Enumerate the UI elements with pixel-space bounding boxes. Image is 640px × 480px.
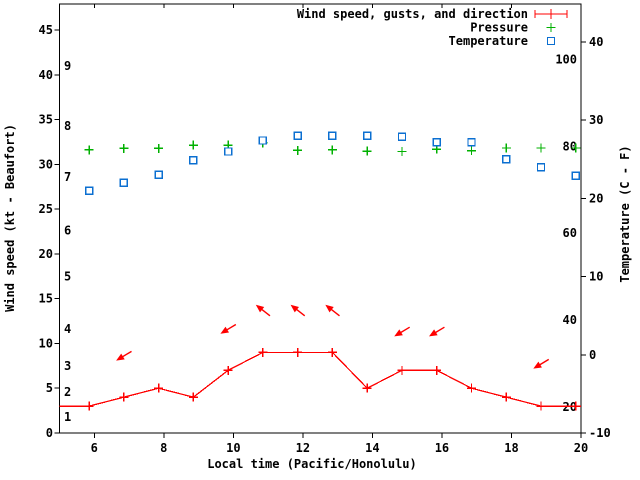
temperature-point: [223, 147, 233, 156]
temperature-point: [502, 155, 511, 164]
y-left-tick-label: 30: [39, 157, 53, 171]
wind-direction-arrow: [116, 350, 132, 361]
temperature-point: [362, 131, 372, 141]
fahrenheit-scale-label: 100: [555, 52, 577, 66]
axis-tick-labels: 6 8 10 12 14 16 18 20051015202530354045-1001020…: [39, 23, 611, 455]
temperature-point: [84, 186, 94, 195]
wind-arrow-head: [533, 361, 542, 369]
x-tick-label: 18: [504, 441, 518, 455]
temperature-point: [119, 178, 129, 187]
temperature-point: [536, 162, 546, 172]
y-right-tick-label: -10: [589, 426, 611, 440]
wind-arrow-head: [116, 353, 125, 361]
temperature-point: [432, 137, 441, 147]
y-left-tick-label: 0: [46, 426, 53, 440]
wind-arrow-head: [290, 304, 299, 313]
y-left-tick-label: 35: [39, 113, 53, 127]
axis-ticks: [54, 4, 586, 438]
temperature-point: [258, 136, 268, 145]
temperature-point: [571, 171, 580, 180]
y-left-tick-label: 5: [46, 381, 53, 395]
x-axis-title: Local time (Pacific/Honolulu): [207, 457, 417, 471]
wind-direction-arrow: [429, 326, 445, 337]
wind-direction-arrow: [325, 304, 340, 317]
wind-direction-arrow: [255, 304, 271, 317]
fahrenheit-scale-label: 40: [563, 313, 577, 327]
y-left-tick-label: 15: [39, 292, 53, 306]
legend-label-temperature: Temperature: [449, 34, 528, 48]
x-tick-label: 10: [226, 441, 240, 455]
pressure-series: [84, 138, 581, 156]
legend: Wind speed, gusts, and direction Pressur…: [297, 7, 568, 48]
temperature-series: [84, 131, 580, 195]
y-right-tick-label: 20: [589, 191, 603, 205]
temperature-point: [397, 132, 407, 141]
legend-temperature-sample: [546, 36, 556, 46]
temperature-point: [328, 131, 337, 141]
beaufort-scale-label: 7: [64, 170, 71, 184]
wind-arrow-head: [255, 304, 265, 313]
wind-direction-arrow: [394, 326, 411, 337]
y-axis-title-left: Wind speed (kt - Beaufort): [3, 124, 17, 312]
wind-arrow-head: [429, 329, 438, 337]
temperature-point: [467, 137, 476, 147]
y-right-tick-label: 40: [589, 35, 603, 49]
y-left-tick-label: 25: [39, 202, 53, 216]
x-tick-label: 12: [296, 441, 310, 455]
fahrenheit-scale-label: 80: [563, 139, 577, 153]
y-right-tick-label: 10: [589, 270, 603, 284]
beaufort-scale-label: 4: [64, 322, 71, 336]
legend-label-wind: Wind speed, gusts, and direction: [297, 7, 528, 21]
y-axis-title-right: Temperature (C - F): [618, 145, 632, 282]
wind-direction-arrows: [116, 304, 550, 369]
plot-border: [59, 3, 582, 434]
wind-direction-arrow: [220, 323, 237, 334]
y-left-tick-label: 45: [39, 23, 53, 37]
wind-direction-arrow: [533, 358, 550, 369]
wind-arrow-head: [394, 329, 403, 337]
y-left-tick-label: 40: [39, 68, 53, 82]
x-tick-label: 20: [574, 441, 588, 455]
legend-samples: [534, 9, 568, 46]
x-tick-label: 8: [160, 441, 167, 455]
beaufort-scale-label: 9: [64, 59, 71, 73]
temperature-point: [154, 170, 163, 180]
beaufort-scale-label: 3: [64, 359, 71, 373]
secondary-scale-labels: 1 2 3 4 5 6 7 8 9 20 40 60 80 100: [64, 52, 577, 424]
x-tick-label: 14: [365, 441, 379, 455]
fahrenheit-scale-label: 20: [563, 400, 577, 414]
wind-speed-series: [59, 347, 581, 411]
wind-arrow-head: [325, 304, 334, 313]
temperature-point: [293, 131, 302, 141]
plot-border-box: [59, 3, 582, 434]
legend-label-pressure: Pressure: [470, 21, 528, 35]
beaufort-scale-label: 1: [64, 410, 71, 424]
fahrenheit-scale-label: 60: [563, 226, 577, 240]
wind-speed-line: [59, 351, 581, 407]
beaufort-scale-label: 6: [64, 224, 71, 238]
beaufort-scale-label: 2: [64, 385, 71, 399]
y-left-tick-label: 20: [39, 247, 53, 261]
y-right-tick-label: 0: [589, 348, 596, 362]
wind-arrow-head: [220, 326, 230, 334]
x-tick-label: 6: [91, 441, 98, 455]
beaufort-scale-label: 5: [64, 269, 71, 283]
temperature-point: [189, 155, 198, 165]
beaufort-scale-label: 8: [64, 119, 71, 133]
y-left-tick-label: 10: [39, 336, 53, 350]
wind-direction-arrow: [290, 304, 306, 317]
y-right-tick-label: 30: [589, 113, 603, 127]
x-tick-label: 16: [435, 441, 449, 455]
